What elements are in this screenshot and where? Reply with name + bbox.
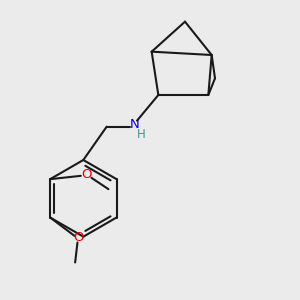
Text: N: N: [130, 118, 140, 131]
Text: O: O: [73, 231, 84, 244]
Text: H: H: [137, 128, 146, 140]
Text: O: O: [82, 168, 92, 181]
